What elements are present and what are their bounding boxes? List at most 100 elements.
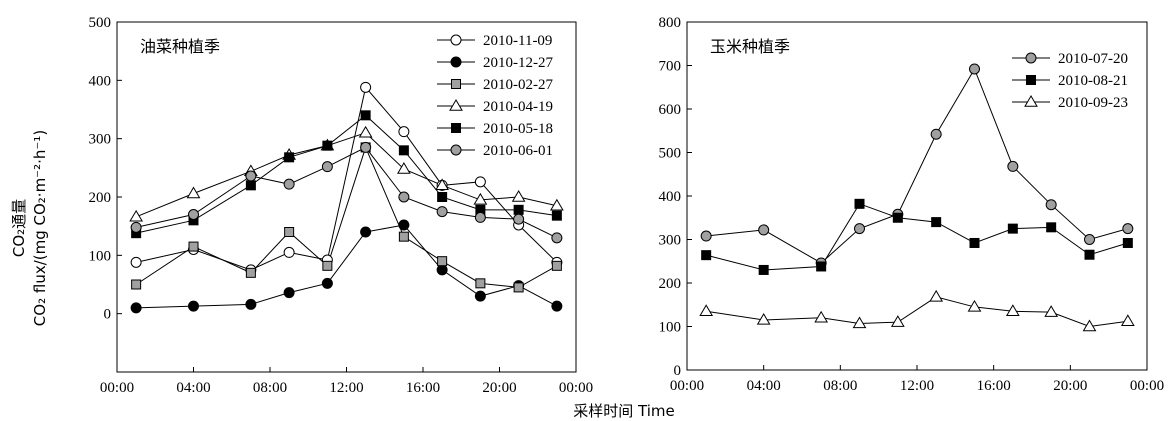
series-line: [136, 224, 558, 309]
data-point: [473, 192, 488, 205]
data-point: [321, 277, 333, 289]
data-point: [699, 304, 714, 316]
series-line: [136, 146, 558, 239]
data-point: [511, 190, 526, 202]
data-point: [188, 209, 199, 220]
data-point: [322, 140, 333, 151]
legend-marker: [451, 123, 461, 133]
data-point: [474, 211, 486, 223]
data-point: [245, 170, 257, 182]
data-point: [854, 198, 865, 209]
maize-season-chart: 0 100 200 300 400 500 600 700 800 00:00 04:00 08:00…: [659, 15, 1165, 394]
data-point: [360, 226, 372, 238]
data-point: [245, 298, 257, 310]
y-tick-label: 400: [89, 73, 112, 89]
data-point: [397, 162, 411, 174]
x-tick-label: 00:00: [559, 380, 593, 396]
y-tick-label: 200: [659, 276, 682, 292]
data-point: [437, 192, 448, 202]
legend-label: 2010-07-20: [1058, 51, 1128, 67]
data-point: [435, 178, 449, 191]
x-tick-label: 12:00: [900, 378, 934, 394]
data-point: [701, 250, 712, 261]
data-point: [436, 264, 448, 276]
data-point: [1044, 305, 1059, 317]
data-point: [398, 126, 410, 138]
y-axis-label-en: CO₂ flux/(mg CO₂·m⁻²·h⁻¹): [31, 130, 49, 326]
data-point: [474, 290, 486, 302]
legend-marker: [450, 56, 462, 68]
data-point: [1045, 199, 1057, 211]
y-tick-label: 100: [659, 320, 682, 336]
data-point: [513, 204, 524, 215]
legend-marker: [451, 79, 461, 89]
y-tick-label: 400: [659, 189, 682, 205]
x-tick-label: 04:00: [747, 378, 781, 394]
legend-label: 2010-04-19: [483, 99, 553, 115]
data-point: [758, 264, 769, 275]
data-point: [358, 125, 373, 138]
legend-marker: [1025, 52, 1037, 64]
x-tick-label: 04:00: [176, 380, 210, 396]
data-point: [513, 282, 524, 293]
data-point: [756, 312, 771, 325]
data-point: [1082, 319, 1097, 332]
data-point: [129, 209, 143, 222]
legend-marker: [1024, 95, 1038, 107]
data-point: [854, 223, 865, 235]
x-tick-label: 08:00: [253, 380, 287, 396]
data-point: [284, 227, 295, 237]
series-line: [706, 296, 1128, 328]
y-tick-label: 800: [659, 15, 682, 31]
chart-title: 油菜种植季: [140, 37, 220, 56]
data-point: [890, 315, 905, 327]
chart-title: 玉米种植季: [710, 37, 790, 56]
legend-marker: [450, 34, 462, 46]
legend-label: 2010-12-27: [483, 55, 553, 71]
legend-label: 2010-11-09: [483, 33, 552, 49]
data-point: [188, 241, 199, 252]
y-tick-label: 700: [659, 59, 682, 75]
data-point: [513, 213, 525, 225]
data-point: [1005, 304, 1020, 316]
data-point: [1007, 160, 1019, 172]
data-point: [814, 310, 829, 323]
y-tick-label: 600: [659, 102, 682, 118]
data-point: [758, 224, 770, 236]
x-tick-label: 00:00: [1130, 378, 1164, 394]
data-point: [398, 231, 409, 242]
data-point: [398, 219, 410, 231]
x-tick-label: 00:00: [670, 378, 704, 394]
data-point: [1122, 223, 1134, 235]
data-point: [130, 221, 142, 233]
data-point: [1007, 223, 1018, 234]
data-point: [283, 287, 295, 299]
data-point: [398, 191, 410, 203]
y-axis-label-cn: CO₂通量: [10, 199, 28, 257]
data-point: [360, 110, 371, 121]
data-point: [186, 186, 201, 199]
data-point: [360, 81, 372, 93]
data-point: [550, 198, 564, 211]
data-point: [188, 300, 199, 312]
data-point: [931, 217, 942, 228]
data-point: [130, 302, 142, 314]
x-axis-label: 采样时间 Time: [573, 402, 674, 420]
x-tick-label: 16:00: [977, 378, 1011, 394]
legend-label: 2010-09-23: [1058, 95, 1128, 111]
data-point: [551, 210, 562, 221]
x-tick-label: 20:00: [1053, 378, 1087, 394]
data-point: [322, 260, 333, 271]
y-tick-label: 0: [104, 307, 112, 323]
y-tick-label: 300: [89, 132, 112, 148]
data-point: [360, 141, 372, 153]
data-point: [475, 278, 486, 289]
data-point: [283, 246, 295, 258]
data-point: [551, 232, 563, 244]
data-point: [284, 152, 295, 163]
y-tick-label: 100: [89, 248, 112, 264]
series-line: [706, 203, 1128, 271]
data-point: [1046, 222, 1057, 233]
data-point: [245, 180, 256, 191]
